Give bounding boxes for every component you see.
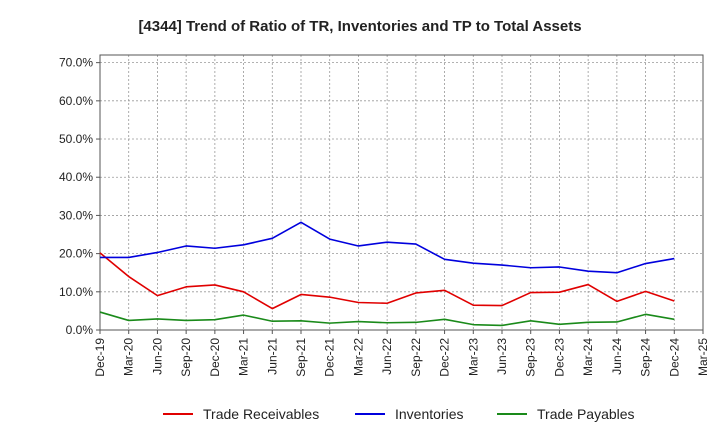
x-tick-label: Jun-20 bbox=[150, 338, 164, 375]
chart-title: [4344] Trend of Ratio of TR, Inventories… bbox=[138, 18, 581, 35]
x-tick-label: Jun-23 bbox=[495, 338, 509, 375]
y-tick-label: 60.0% bbox=[59, 94, 93, 108]
x-tick-label: Sep-23 bbox=[524, 338, 538, 377]
x-tick-label: Dec-24 bbox=[667, 338, 681, 377]
y-axis: 0.0% 10.0% 20.0% 30.0% 40.0% 50.0% 60.0% 70.0% bbox=[59, 56, 100, 337]
x-tick-label: Mar-24 bbox=[581, 338, 595, 376]
x-tick-label: Mar-23 bbox=[466, 338, 480, 376]
x-axis: Dec-19 Mar-20 Jun-20 Sep-20 Dec-20 Mar-21 Jun-… bbox=[93, 330, 710, 377]
y-tick-label: 0.0% bbox=[66, 323, 94, 337]
vertical-gridlines bbox=[128, 55, 675, 330]
y-tick-label: 20.0% bbox=[59, 247, 93, 261]
x-tick-label: Dec-23 bbox=[552, 338, 566, 377]
plot-area bbox=[99, 54, 704, 331]
y-tick-label: 30.0% bbox=[59, 208, 93, 222]
x-tick-label: Sep-22 bbox=[409, 338, 423, 377]
series-line-inventories bbox=[100, 221, 675, 274]
x-tick-label: Dec-21 bbox=[323, 338, 337, 377]
x-tick-label: Jun-21 bbox=[265, 338, 279, 375]
x-tick-label: Jun-24 bbox=[610, 338, 624, 375]
x-tick-label: Mar-21 bbox=[237, 338, 251, 376]
legend: Trade Receivables Inventories Trade Payabl… bbox=[163, 406, 635, 422]
x-tick-label: Mar-20 bbox=[122, 338, 136, 376]
x-tick-label: Jun-22 bbox=[380, 338, 394, 375]
x-tick-label: Sep-24 bbox=[639, 338, 653, 377]
y-tick-label: 40.0% bbox=[59, 170, 93, 184]
legend-label: Inventories bbox=[395, 406, 463, 422]
series-line-trade-receivables bbox=[99, 252, 675, 310]
x-tick-label: Mar-22 bbox=[351, 338, 365, 376]
y-tick-label: 70.0% bbox=[59, 56, 93, 70]
x-tick-label: Sep-20 bbox=[179, 338, 193, 377]
series-line-trade-payables bbox=[99, 311, 675, 327]
y-tick-label: 50.0% bbox=[59, 132, 93, 146]
horizontal-gridlines bbox=[100, 62, 703, 293]
legend-label: Trade Payables bbox=[537, 406, 635, 422]
x-tick-label: Sep-21 bbox=[294, 338, 308, 377]
x-tick-label: Dec-22 bbox=[438, 338, 452, 377]
x-tick-label: Mar-25 bbox=[696, 338, 710, 376]
x-tick-label: Dec-20 bbox=[208, 338, 222, 377]
y-tick-label: 10.0% bbox=[59, 285, 93, 299]
series-lines bbox=[99, 221, 675, 327]
x-tick-label: Dec-19 bbox=[93, 338, 107, 377]
legend-label: Trade Receivables bbox=[203, 406, 319, 422]
